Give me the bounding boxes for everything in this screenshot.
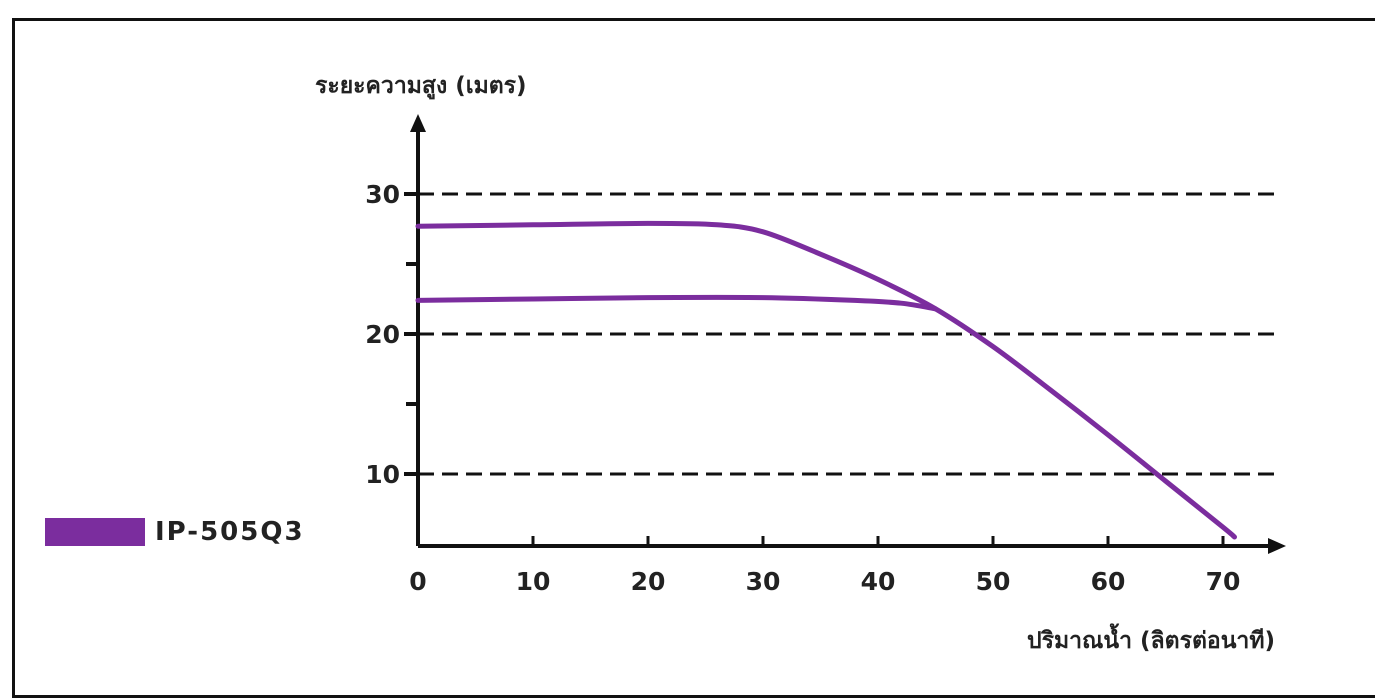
legend-label: IP-505Q3 bbox=[155, 517, 305, 547]
legend-swatch bbox=[45, 518, 145, 546]
x-tick-label-70: 70 bbox=[1206, 567, 1241, 596]
series-line-1 bbox=[415, 294, 938, 312]
axes bbox=[404, 114, 1286, 554]
legend: IP-505Q3 bbox=[45, 512, 305, 552]
series-group bbox=[415, 220, 1237, 540]
y-tick-label-20: 20 bbox=[365, 320, 400, 349]
x-tick-label-30: 30 bbox=[746, 567, 781, 596]
x-tick-label-0: 0 bbox=[409, 567, 426, 596]
x-tick-label-10: 10 bbox=[516, 567, 551, 596]
x-axis-title: ปริมาณน้ำ (ลิตรต่อนาที) bbox=[1027, 623, 1275, 654]
x-tick-label-60: 60 bbox=[1091, 567, 1126, 596]
x-tick-label-40: 40 bbox=[861, 567, 896, 596]
series-line-0 bbox=[415, 220, 1237, 540]
x-tick-label-50: 50 bbox=[976, 567, 1011, 596]
y-tick-label-10: 10 bbox=[365, 460, 400, 489]
x-axis-arrow bbox=[1268, 538, 1286, 554]
performance-chart: 10 20 30 0 10 20 30 40 50 60 70 ระยะความสูง (เมตร)… bbox=[315, 73, 1286, 654]
x-tick-label-20: 20 bbox=[631, 567, 666, 596]
y-axis-title: ระยะความสูง (เมตร) bbox=[315, 73, 527, 100]
y-tick-label-30: 30 bbox=[365, 180, 400, 209]
tick-labels: 10 20 30 0 10 20 30 40 50 60 70 bbox=[365, 180, 1240, 596]
y-axis-arrow bbox=[410, 114, 426, 132]
chart-frame bbox=[12, 18, 1375, 698]
grid-lines bbox=[418, 192, 1280, 476]
